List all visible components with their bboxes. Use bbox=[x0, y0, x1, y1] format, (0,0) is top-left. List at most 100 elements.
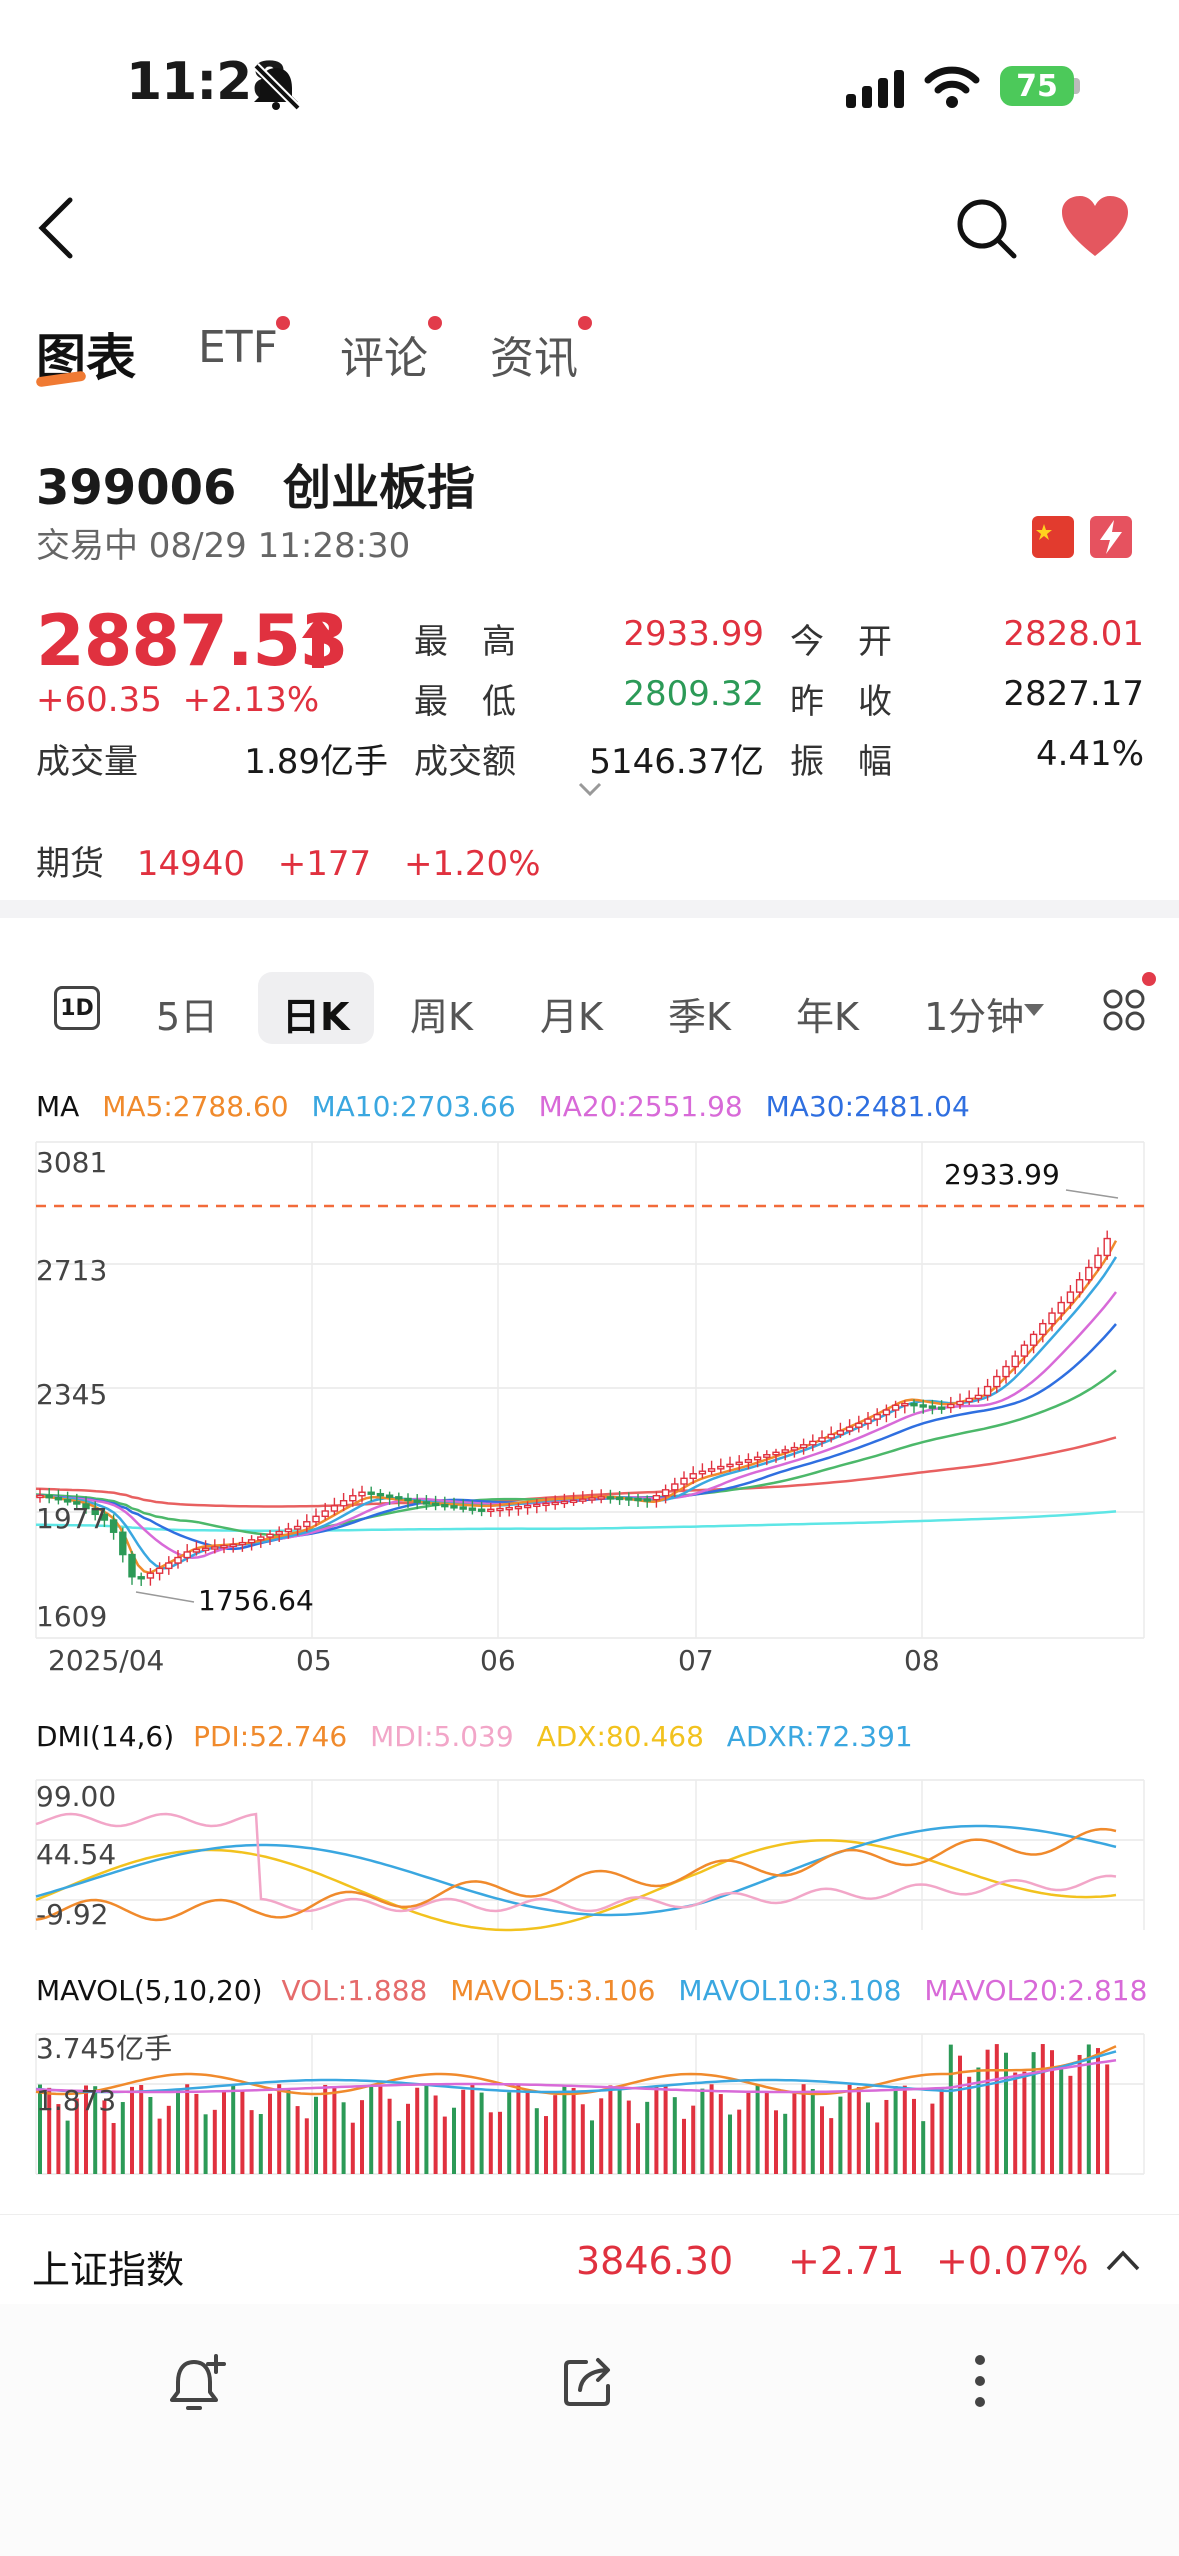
candle-body-28 bbox=[293, 1525, 302, 1530]
volume-bar-80 bbox=[774, 2110, 778, 2174]
collapse-chevron-icon[interactable] bbox=[1106, 2249, 1140, 2271]
futures-price: 14940 bbox=[136, 844, 245, 884]
volume-bar-42 bbox=[424, 2084, 429, 2174]
heart-icon[interactable] bbox=[1060, 196, 1130, 258]
volume-bar-92 bbox=[884, 2099, 889, 2174]
lightning-icon[interactable] bbox=[1090, 516, 1132, 558]
volume-bar-106 bbox=[1013, 2072, 1018, 2174]
volume-bar-24 bbox=[258, 2114, 263, 2174]
volume-bar-47 bbox=[470, 2084, 475, 2174]
volume-bar-85 bbox=[820, 2106, 824, 2174]
volume-bar-18 bbox=[203, 2114, 208, 2174]
period-daily[interactable]: 日K bbox=[282, 995, 350, 1039]
volume-bar-115 bbox=[1096, 2048, 1100, 2174]
alert-bell-icon[interactable] bbox=[170, 2352, 226, 2412]
candle-body-96 bbox=[919, 1404, 927, 1408]
bottom-index-bar[interactable]: 上证指数 3846.30 +2.71 +0.07% bbox=[0, 2214, 1179, 2304]
volume-bar-67 bbox=[654, 2086, 659, 2174]
candle-body-35 bbox=[358, 1491, 366, 1497]
dmi-lines bbox=[35, 1812, 1117, 1932]
period-1min[interactable]: 1分钟 bbox=[924, 995, 1025, 1039]
candle-body-53 bbox=[523, 1504, 532, 1509]
volume-bar-103 bbox=[985, 2049, 990, 2174]
dmi-chart[interactable]: 99.00 44.54 -9.92 bbox=[0, 1770, 1179, 1940]
candle-body-45 bbox=[450, 1505, 458, 1509]
current-price: 2887.53 bbox=[36, 600, 349, 682]
candle-body-21 bbox=[229, 1543, 237, 1548]
volume-bar-81 bbox=[783, 2113, 788, 2174]
candle-body-85 bbox=[818, 1437, 826, 1443]
volume-bar-11 bbox=[139, 2084, 144, 2174]
volume-bar-51 bbox=[507, 2092, 512, 2174]
candle-body-38 bbox=[385, 1494, 394, 1498]
period-weekly[interactable]: 周K bbox=[410, 995, 473, 1039]
volume-bar-97 bbox=[930, 2103, 935, 2174]
candle-body-84 bbox=[809, 1440, 817, 1446]
tab-etf[interactable]: ETF bbox=[198, 322, 278, 373]
share-icon[interactable] bbox=[562, 2354, 616, 2408]
volume-chart[interactable]: 3.745亿手 1.873 bbox=[0, 2024, 1179, 2184]
volume-bar-37 bbox=[378, 2085, 383, 2174]
more-options-icon[interactable] bbox=[972, 2354, 988, 2408]
candle-body-5 bbox=[82, 1503, 90, 1510]
x-tick-4: 08 bbox=[904, 1644, 940, 1677]
volume-bar-34 bbox=[350, 2122, 355, 2174]
candle-body-69 bbox=[671, 1483, 679, 1491]
high-annotation: 2933.99 bbox=[944, 1158, 1060, 1191]
tab-comments[interactable]: 评论 bbox=[340, 333, 428, 384]
period-monthly[interactable]: 月K bbox=[540, 995, 603, 1039]
stock-name: 创业板指 bbox=[283, 460, 476, 516]
candle-body-54 bbox=[533, 1503, 541, 1508]
volume-bar-44 bbox=[442, 2116, 447, 2174]
candle-body-36 bbox=[367, 1491, 375, 1495]
ma-long-line bbox=[36, 1510, 1117, 1532]
candle-body-72 bbox=[698, 1470, 707, 1475]
dmi-y-tick-1: 44.54 bbox=[36, 1838, 116, 1871]
candle-body-106 bbox=[1011, 1355, 1019, 1368]
kline-chart[interactable]: 3081 2713 2345 1977 1609 2025/04 05 06 0… bbox=[0, 1140, 1179, 1690]
ma60-line bbox=[35, 1369, 1117, 1537]
candle-body-81 bbox=[781, 1449, 789, 1454]
grid-menu-icon[interactable] bbox=[1102, 988, 1146, 1032]
candle-body-91 bbox=[873, 1413, 881, 1420]
y-tick-1: 2713 bbox=[36, 1254, 107, 1287]
bottom-index-change: +2.71 bbox=[788, 2239, 905, 2283]
y-tick-0: 3081 bbox=[36, 1146, 107, 1179]
volume-bar-88 bbox=[847, 2084, 852, 2174]
dmi-legend: DMI(14,6) PDI:52.746 MDI:5.039 ADX:80.46… bbox=[36, 1720, 913, 1753]
candle-body-105 bbox=[1002, 1365, 1010, 1378]
volume-bar-111 bbox=[1059, 2068, 1064, 2174]
volume-label: 成交量 bbox=[36, 742, 138, 782]
pdi-value: PDI:52.746 bbox=[193, 1720, 348, 1753]
x-tick-3: 07 bbox=[678, 1644, 714, 1677]
vol-legend-title: MAVOL(5,10,20) bbox=[36, 1974, 263, 2007]
volume-bar-36 bbox=[369, 2086, 374, 2174]
volume-bar-5 bbox=[84, 2085, 88, 2174]
dmi-y-tick-2: -9.92 bbox=[36, 1898, 108, 1931]
futures-change: +177 bbox=[277, 844, 372, 884]
volume-bar-93 bbox=[893, 2086, 898, 2174]
volume-bar-16 bbox=[185, 2084, 190, 2174]
ma-legend: MA MA5:2788.60 MA10:2703.66 MA20:2551.98… bbox=[36, 1090, 970, 1123]
search-icon[interactable] bbox=[954, 196, 1018, 260]
period-quarterly[interactable]: 季K bbox=[668, 995, 731, 1039]
futures-row[interactable]: 期货 14940 +177 +1.20% bbox=[36, 836, 541, 885]
period-yearly[interactable]: 年K bbox=[796, 995, 859, 1039]
back-arrow-icon[interactable] bbox=[36, 196, 76, 260]
bottom-toolbar bbox=[0, 2304, 1179, 2556]
candle-body-82 bbox=[790, 1446, 799, 1451]
candle-body-110 bbox=[1048, 1312, 1056, 1325]
volume-bar-2 bbox=[56, 2104, 61, 2174]
candle-body-74 bbox=[717, 1465, 725, 1470]
expand-chevron-icon[interactable] bbox=[578, 782, 602, 798]
tab-news[interactable]: 资讯 bbox=[490, 333, 578, 384]
wifi-icon bbox=[924, 66, 980, 108]
mdi-line bbox=[35, 1812, 1117, 1913]
candle-body-77 bbox=[744, 1459, 753, 1463]
candle-body-27 bbox=[284, 1528, 293, 1533]
bottom-index-price: 3846.30 bbox=[576, 2239, 734, 2283]
1d-icon[interactable]: 1D bbox=[54, 986, 100, 1030]
price-change: +60.35 +2.13% bbox=[36, 680, 319, 720]
period-5day[interactable]: 5日 bbox=[156, 995, 219, 1039]
volume-bar-15 bbox=[176, 2088, 180, 2174]
